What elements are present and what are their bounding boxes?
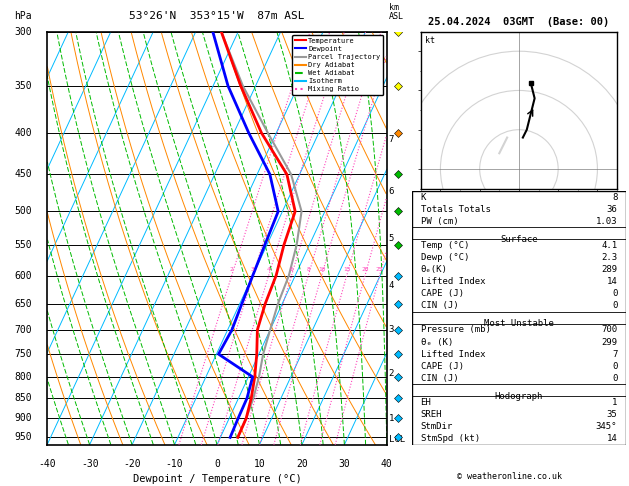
Text: 700: 700 [601, 326, 617, 334]
FancyBboxPatch shape [412, 191, 626, 445]
Text: StmSpd (kt): StmSpd (kt) [421, 434, 480, 443]
Text: CAPE (J): CAPE (J) [421, 289, 464, 298]
Text: 3: 3 [389, 325, 394, 334]
Text: 30: 30 [338, 459, 350, 469]
Text: 4.1: 4.1 [601, 241, 617, 250]
Text: 0: 0 [214, 459, 220, 469]
Text: 2: 2 [230, 267, 233, 272]
Text: 8: 8 [612, 192, 617, 202]
Text: kt: kt [425, 36, 435, 45]
Text: 14: 14 [606, 277, 617, 286]
Text: 299: 299 [601, 337, 617, 347]
Text: © weatheronline.co.uk: © weatheronline.co.uk [457, 472, 562, 481]
Text: 1: 1 [612, 398, 617, 407]
Text: 0: 0 [612, 362, 617, 371]
Text: 550: 550 [14, 240, 32, 250]
Text: 35: 35 [606, 410, 617, 419]
Legend: Temperature, Dewpoint, Parcel Trajectory, Dry Adiabat, Wet Adiabat, Isotherm, Mi: Temperature, Dewpoint, Parcel Trajectory… [292, 35, 383, 95]
Text: 20: 20 [361, 267, 369, 272]
Text: Totals Totals: Totals Totals [421, 205, 491, 214]
Text: StmDir: StmDir [421, 422, 453, 431]
Text: 36: 36 [606, 205, 617, 214]
Text: 1.03: 1.03 [596, 217, 617, 226]
Text: Dewpoint / Temperature (°C): Dewpoint / Temperature (°C) [133, 473, 301, 484]
Text: 900: 900 [14, 413, 32, 423]
Text: LCL: LCL [389, 434, 404, 444]
Text: K: K [421, 192, 426, 202]
Text: 600: 600 [14, 271, 32, 280]
Text: 7: 7 [389, 135, 394, 144]
Text: 8: 8 [306, 267, 310, 272]
Text: 400: 400 [14, 128, 32, 138]
Text: Temp (°C): Temp (°C) [421, 241, 469, 250]
Text: SREH: SREH [421, 410, 442, 419]
Text: 1: 1 [389, 414, 394, 423]
Text: 300: 300 [14, 27, 32, 36]
Text: Dewp (°C): Dewp (°C) [421, 253, 469, 262]
Text: 6: 6 [389, 187, 394, 196]
Text: 800: 800 [14, 372, 32, 382]
Text: 650: 650 [14, 299, 32, 309]
Text: 10: 10 [253, 459, 265, 469]
Text: -10: -10 [165, 459, 184, 469]
Text: 3: 3 [251, 267, 255, 272]
Text: 25.04.2024  03GMT  (Base: 00): 25.04.2024 03GMT (Base: 00) [428, 17, 610, 27]
Text: PW (cm): PW (cm) [421, 217, 458, 226]
Text: 345°: 345° [596, 422, 617, 431]
Text: CAPE (J): CAPE (J) [421, 362, 464, 371]
Text: 40: 40 [381, 459, 392, 469]
Text: Lifted Index: Lifted Index [421, 277, 485, 286]
Text: Lifted Index: Lifted Index [421, 349, 485, 359]
Text: 850: 850 [14, 393, 32, 403]
Text: 289: 289 [601, 265, 617, 274]
Text: -20: -20 [123, 459, 141, 469]
Text: 0: 0 [612, 301, 617, 310]
Text: 500: 500 [14, 207, 32, 216]
Text: Pressure (mb): Pressure (mb) [421, 326, 491, 334]
Text: 0: 0 [612, 289, 617, 298]
Text: km
ASL: km ASL [389, 3, 404, 21]
Text: 14: 14 [606, 434, 617, 443]
Text: hPa: hPa [14, 11, 32, 21]
Text: 950: 950 [14, 433, 32, 442]
Text: 4: 4 [267, 267, 270, 272]
Text: θₑ (K): θₑ (K) [421, 337, 453, 347]
Text: Hodograph: Hodograph [495, 392, 543, 401]
Text: 7: 7 [612, 349, 617, 359]
Text: 4: 4 [389, 281, 394, 291]
Text: 53°26'N  353°15'W  87m ASL: 53°26'N 353°15'W 87m ASL [129, 11, 305, 21]
Text: 6: 6 [289, 267, 293, 272]
Text: EH: EH [421, 398, 431, 407]
Text: CIN (J): CIN (J) [421, 374, 458, 383]
Text: 750: 750 [14, 349, 32, 359]
Text: CIN (J): CIN (J) [421, 301, 458, 310]
Text: -30: -30 [81, 459, 99, 469]
Text: 700: 700 [14, 325, 32, 335]
Text: 350: 350 [14, 81, 32, 91]
Text: Surface: Surface [500, 235, 538, 244]
Text: 10: 10 [318, 267, 325, 272]
Text: Most Unstable: Most Unstable [484, 319, 554, 329]
Text: 2.3: 2.3 [601, 253, 617, 262]
Text: 450: 450 [14, 169, 32, 179]
Text: 2: 2 [389, 369, 394, 378]
Text: θₑ(K): θₑ(K) [421, 265, 447, 274]
Text: -40: -40 [38, 459, 56, 469]
Text: 15: 15 [343, 267, 350, 272]
Text: 5: 5 [389, 234, 394, 243]
Text: 20: 20 [296, 459, 308, 469]
Text: 25: 25 [376, 267, 383, 272]
Text: 0: 0 [612, 374, 617, 383]
